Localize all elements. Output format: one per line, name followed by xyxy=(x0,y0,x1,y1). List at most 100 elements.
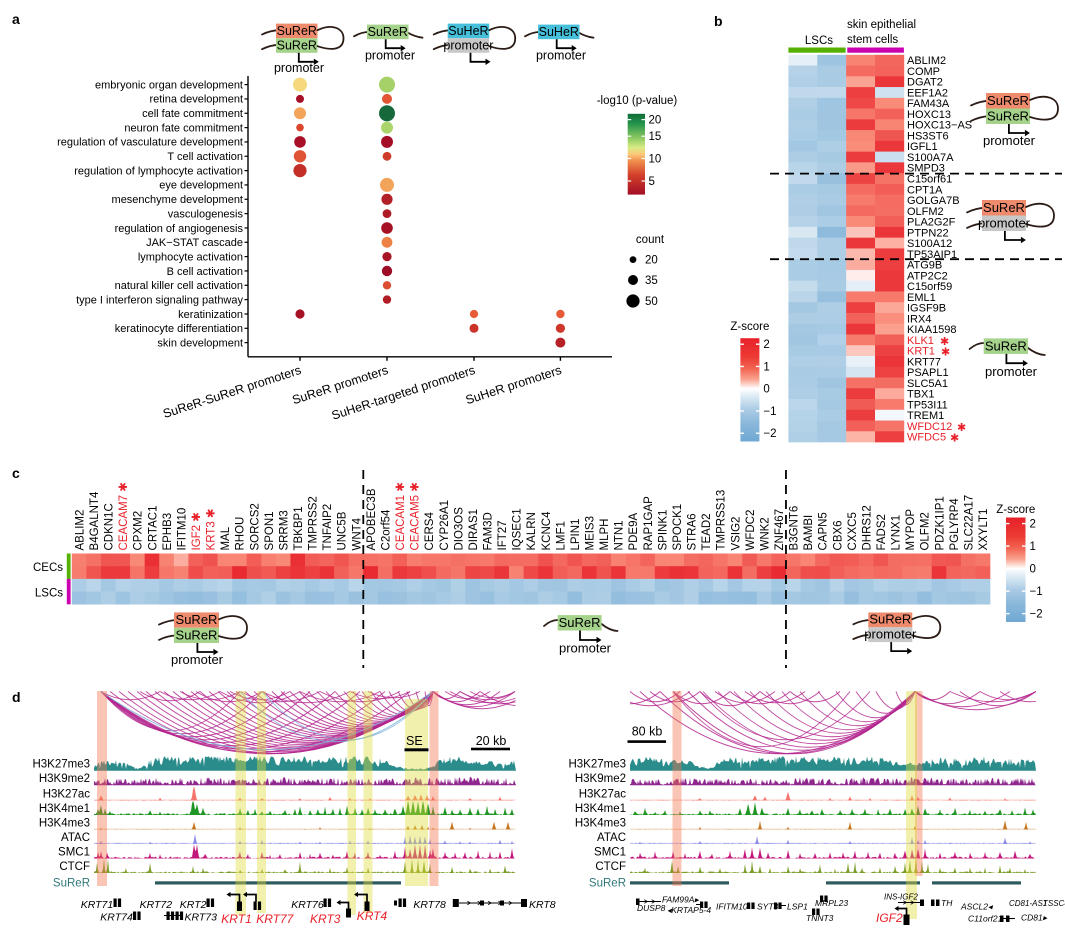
svg-text:−1: −1 xyxy=(763,406,776,418)
svg-text:EPHB3: EPHB3 xyxy=(162,513,174,551)
svg-text:ATAC: ATAC xyxy=(61,832,90,844)
svg-text:CBX6: CBX6 xyxy=(832,520,844,550)
svg-text:CDKN1C: CDKN1C xyxy=(104,503,116,550)
svg-text:TNFAIP2: TNFAIP2 xyxy=(322,504,334,551)
svg-text:PDZK1IP1: PDZK1IP1 xyxy=(934,496,946,550)
svg-text:SuReR: SuReR xyxy=(176,627,218,642)
svg-text:35: 35 xyxy=(645,275,658,287)
svg-text:neuron fate commitment: neuron fate commitment xyxy=(124,122,243,134)
svg-text:H3K27me3: H3K27me3 xyxy=(568,759,626,771)
svg-text:cell fate commitment: cell fate commitment xyxy=(142,108,243,120)
svg-text:✱: ✱ xyxy=(940,336,949,348)
svg-text:TBKBP1: TBKBP1 xyxy=(293,506,305,550)
svg-text:C15orf59: C15orf59 xyxy=(907,281,952,293)
svg-text:SPON1: SPON1 xyxy=(264,511,276,550)
svg-text:H3K27me3: H3K27me3 xyxy=(32,759,90,771)
svg-text:H3K27ac: H3K27ac xyxy=(579,789,627,801)
svg-text:H3K9me2: H3K9me2 xyxy=(39,773,90,785)
svg-text:TH: TH xyxy=(941,898,953,908)
svg-text:VSIG2: VSIG2 xyxy=(730,517,742,551)
svg-text:TEAD2: TEAD2 xyxy=(701,513,713,550)
svg-text:MYPOP: MYPOP xyxy=(905,509,917,551)
svg-text:SYT8: SYT8 xyxy=(757,902,779,912)
svg-text:IQSEC1: IQSEC1 xyxy=(512,508,524,550)
svg-text:KRT76: KRT76 xyxy=(291,899,324,911)
svg-text:H3K4me3: H3K4me3 xyxy=(39,818,90,830)
svg-text:10: 10 xyxy=(649,154,662,166)
svg-text:WFDC5: WFDC5 xyxy=(907,432,946,444)
svg-text:XXYLT1: XXYLT1 xyxy=(978,509,990,551)
svg-text:CECs: CECs xyxy=(33,562,63,574)
svg-text:SMPD3: SMPD3 xyxy=(907,163,945,175)
svg-text:CPT1A: CPT1A xyxy=(907,184,943,196)
svg-text:retina development: retina development xyxy=(149,94,243,106)
svg-text:FAM99A▸: FAM99A▸ xyxy=(662,895,699,905)
svg-text:STRA6: STRA6 xyxy=(687,513,699,550)
svg-text:C15orf61: C15orf61 xyxy=(907,174,952,186)
svg-text:CAPN5: CAPN5 xyxy=(818,512,830,550)
svg-text:SuReR: SuReR xyxy=(53,878,90,890)
svg-text:MAL: MAL xyxy=(220,526,232,550)
svg-text:IFITM10: IFITM10 xyxy=(176,508,188,551)
svg-text:KRT3: KRT3 xyxy=(310,912,341,926)
svg-text:CEACAM1 ✱: CEACAM1 ✱ xyxy=(395,482,407,551)
svg-text:skin epithelial: skin epithelial xyxy=(847,19,916,31)
svg-text:-log10 (p-value): -log10 (p-value) xyxy=(597,95,678,107)
svg-text:KRT3 ✱: KRT3 ✱ xyxy=(206,508,218,550)
svg-text:1: 1 xyxy=(1030,541,1036,553)
svg-text:EEF1A2: EEF1A2 xyxy=(907,87,948,99)
svg-text:SuReR: SuReR xyxy=(368,25,408,39)
svg-text:Z-score: Z-score xyxy=(730,321,769,333)
svg-text:lymphocyte activation: lymphocyte activation xyxy=(138,251,243,263)
svg-text:eye development: eye development xyxy=(159,180,243,192)
svg-text:count: count xyxy=(636,234,665,246)
svg-text:2: 2 xyxy=(1030,519,1036,531)
svg-text:d: d xyxy=(12,689,21,705)
svg-text:KRT1: KRT1 xyxy=(907,346,935,358)
svg-text:keratinocyte differentiation: keratinocyte differentiation xyxy=(115,323,243,335)
svg-text:skin development: skin development xyxy=(157,337,243,349)
svg-text:IGSF9B: IGSF9B xyxy=(907,303,946,315)
svg-text:SLC5A1: SLC5A1 xyxy=(907,378,948,390)
svg-text:SRRM3: SRRM3 xyxy=(278,510,290,550)
svg-text:WFDC12: WFDC12 xyxy=(907,421,952,433)
svg-text:−1: −1 xyxy=(1030,586,1043,598)
svg-text:SuReR: SuReR xyxy=(176,612,218,627)
svg-text:PTPN22: PTPN22 xyxy=(907,227,949,239)
svg-text:20 kb: 20 kb xyxy=(476,734,507,748)
svg-text:ATP2C2: ATP2C2 xyxy=(907,270,948,282)
svg-text:promoter: promoter xyxy=(274,61,324,75)
svg-text:SuReR: SuReR xyxy=(987,93,1029,108)
svg-text:ATAC: ATAC xyxy=(597,832,626,844)
svg-text:T cell activation: T cell activation xyxy=(167,151,243,163)
svg-text:COMP: COMP xyxy=(907,66,940,78)
svg-text:APOBEC3B: APOBEC3B xyxy=(366,488,378,550)
svg-text:b: b xyxy=(714,13,723,29)
svg-text:20: 20 xyxy=(645,255,658,267)
svg-text:ABLIM2: ABLIM2 xyxy=(74,510,86,551)
svg-text:TSSC4: TSSC4 xyxy=(1043,899,1065,908)
svg-text:SPINK1: SPINK1 xyxy=(657,510,669,551)
svg-text:promoter: promoter xyxy=(443,38,493,52)
svg-text:IGF2 ✱: IGF2 ✱ xyxy=(191,512,203,551)
svg-text:promoter: promoter xyxy=(171,652,224,667)
svg-text:TNNT3: TNNT3 xyxy=(806,913,834,923)
svg-text:TBX1: TBX1 xyxy=(907,389,935,401)
svg-text:SuReR: SuReR xyxy=(559,615,601,630)
svg-text:0: 0 xyxy=(763,384,769,396)
svg-text:WNK2: WNK2 xyxy=(759,517,771,550)
svg-text:KRT4: KRT4 xyxy=(357,909,388,923)
svg-text:PSAPL1: PSAPL1 xyxy=(907,367,949,379)
svg-text:type I interferon signaling pa: type I interferon signaling pathway xyxy=(76,294,243,306)
svg-text:KRT8: KRT8 xyxy=(529,899,556,911)
svg-text:RAP1GAP: RAP1GAP xyxy=(643,496,655,551)
svg-text:SE: SE xyxy=(406,734,423,748)
svg-text:SORCS2: SORCS2 xyxy=(249,503,261,550)
svg-text:FAM3D: FAM3D xyxy=(482,512,494,550)
svg-text:SMC1: SMC1 xyxy=(58,847,90,859)
svg-text:15: 15 xyxy=(649,131,662,143)
svg-text:KIAA1598: KIAA1598 xyxy=(907,324,957,336)
svg-text:DGAT2: DGAT2 xyxy=(907,77,943,89)
svg-text:IRX4: IRX4 xyxy=(907,313,931,325)
svg-text:promoter: promoter xyxy=(978,215,1031,230)
